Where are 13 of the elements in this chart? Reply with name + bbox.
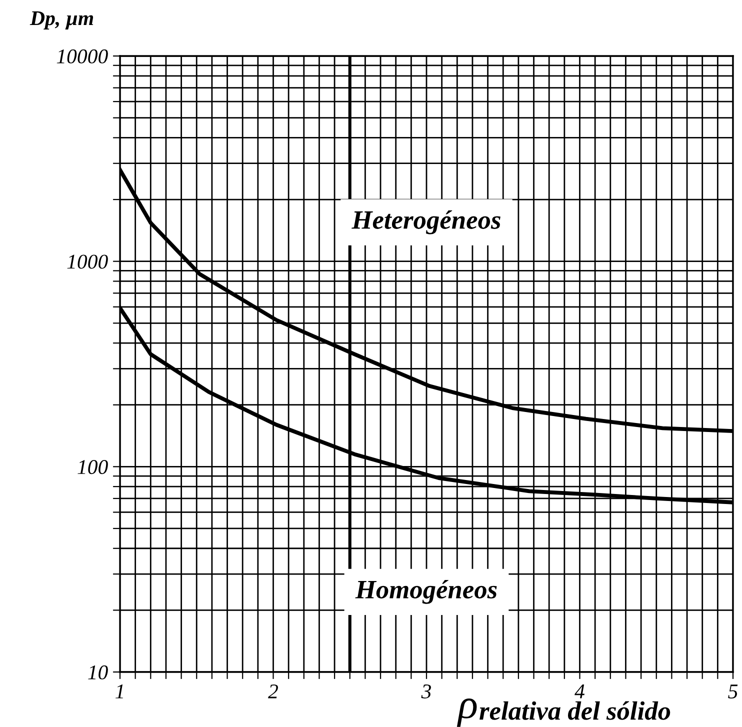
x-tick-label: 5 — [728, 684, 738, 698]
annotation: Heterogéneos — [352, 210, 500, 234]
y-axis-title: Dp, µm — [30, 11, 94, 30]
y-tick-label: 10000 — [56, 49, 108, 64]
x-axis-title: ρrelativa del sólido — [456, 698, 670, 727]
x-tick-label: 2 — [268, 684, 278, 698]
x-tick-label: 3 — [421, 684, 431, 698]
y-tick-label: 10 — [88, 665, 108, 680]
x-tick-label: 1 — [116, 684, 123, 698]
x-tick-label: 4 — [574, 684, 584, 698]
annotation: Homogéneos — [355, 580, 497, 604]
y-tick-label: 1000 — [67, 254, 108, 269]
y-tick-label: 100 — [78, 460, 108, 474]
